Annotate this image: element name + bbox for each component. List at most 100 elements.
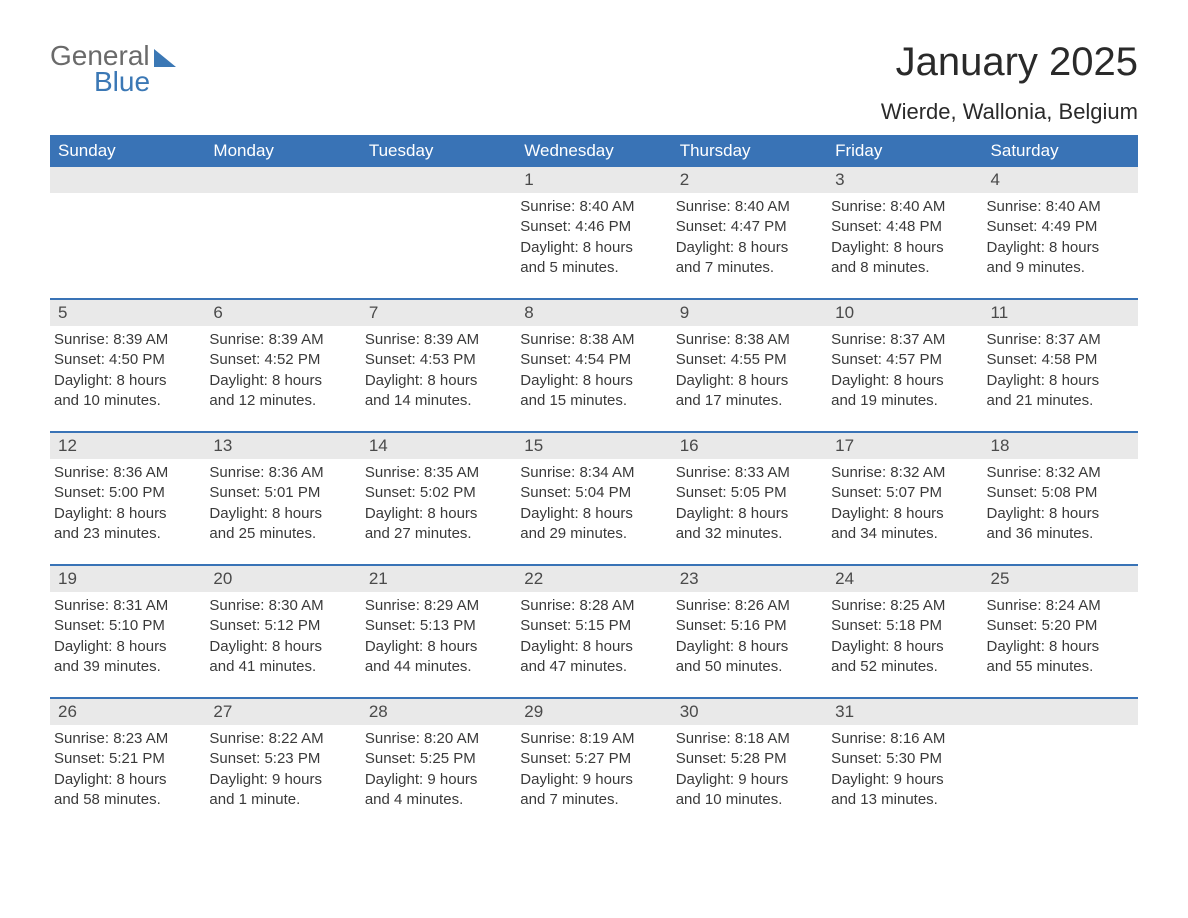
daylight-line1: Daylight: 8 hours: [987, 238, 1134, 258]
day-number: 31: [827, 699, 982, 725]
daylight-line2: and 29 minutes.: [520, 524, 667, 544]
daylight-line1: Daylight: 8 hours: [520, 504, 667, 524]
sunset-text: Sunset: 4:47 PM: [676, 217, 823, 237]
daylight-line2: and 10 minutes.: [676, 790, 823, 810]
sunrise-text: Sunrise: 8:28 AM: [520, 596, 667, 616]
day-number: 16: [672, 433, 827, 459]
daylight-line1: Daylight: 9 hours: [209, 770, 356, 790]
day-detail: Sunrise: 8:37 AMSunset: 4:57 PMDaylight:…: [827, 326, 982, 411]
sunset-text: Sunset: 5:08 PM: [987, 483, 1134, 503]
day-number: 23: [672, 566, 827, 592]
calendar-cell: 27Sunrise: 8:22 AMSunset: 5:23 PMDayligh…: [205, 699, 360, 830]
calendar-cell: [361, 167, 516, 298]
daylight-line1: Daylight: 8 hours: [209, 504, 356, 524]
header-saturday: Saturday: [983, 135, 1138, 167]
daylight-line2: and 19 minutes.: [831, 391, 978, 411]
sunrise-text: Sunrise: 8:19 AM: [520, 729, 667, 749]
sunrise-text: Sunrise: 8:39 AM: [365, 330, 512, 350]
daylight-line1: Daylight: 8 hours: [676, 637, 823, 657]
daylight-line1: Daylight: 9 hours: [365, 770, 512, 790]
calendar-cell: 20Sunrise: 8:30 AMSunset: 5:12 PMDayligh…: [205, 566, 360, 697]
daylight-line2: and 23 minutes.: [54, 524, 201, 544]
calendar-cell: 10Sunrise: 8:37 AMSunset: 4:57 PMDayligh…: [827, 300, 982, 431]
day-detail: Sunrise: 8:25 AMSunset: 5:18 PMDaylight:…: [827, 592, 982, 677]
daylight-line2: and 14 minutes.: [365, 391, 512, 411]
sunset-text: Sunset: 4:49 PM: [987, 217, 1134, 237]
calendar-cell: [205, 167, 360, 298]
calendar-cell: 1Sunrise: 8:40 AMSunset: 4:46 PMDaylight…: [516, 167, 671, 298]
calendar-cell: 30Sunrise: 8:18 AMSunset: 5:28 PMDayligh…: [672, 699, 827, 830]
daylight-line2: and 5 minutes.: [520, 258, 667, 278]
day-number: 24: [827, 566, 982, 592]
day-number: 15: [516, 433, 671, 459]
daylight-line1: Daylight: 8 hours: [676, 371, 823, 391]
calendar-week: 1Sunrise: 8:40 AMSunset: 4:46 PMDaylight…: [50, 167, 1138, 298]
day-number: 14: [361, 433, 516, 459]
day-detail: Sunrise: 8:39 AMSunset: 4:53 PMDaylight:…: [361, 326, 516, 411]
daylight-line2: and 50 minutes.: [676, 657, 823, 677]
sunset-text: Sunset: 5:27 PM: [520, 749, 667, 769]
sunrise-text: Sunrise: 8:30 AM: [209, 596, 356, 616]
day-detail: Sunrise: 8:38 AMSunset: 4:55 PMDaylight:…: [672, 326, 827, 411]
sunrise-text: Sunrise: 8:24 AM: [987, 596, 1134, 616]
sunrise-text: Sunrise: 8:39 AM: [54, 330, 201, 350]
sunset-text: Sunset: 4:54 PM: [520, 350, 667, 370]
daylight-line1: Daylight: 8 hours: [365, 637, 512, 657]
daylight-line1: Daylight: 8 hours: [831, 238, 978, 258]
daylight-line2: and 41 minutes.: [209, 657, 356, 677]
logo-blue: Blue: [94, 66, 150, 98]
sunrise-text: Sunrise: 8:16 AM: [831, 729, 978, 749]
calendar-week: 26Sunrise: 8:23 AMSunset: 5:21 PMDayligh…: [50, 697, 1138, 830]
sunset-text: Sunset: 4:55 PM: [676, 350, 823, 370]
sunrise-text: Sunrise: 8:26 AM: [676, 596, 823, 616]
calendar-cell: 17Sunrise: 8:32 AMSunset: 5:07 PMDayligh…: [827, 433, 982, 564]
page-title: January 2025: [881, 40, 1138, 85]
daylight-line2: and 25 minutes.: [209, 524, 356, 544]
day-detail: Sunrise: 8:18 AMSunset: 5:28 PMDaylight:…: [672, 725, 827, 810]
day-detail: Sunrise: 8:40 AMSunset: 4:48 PMDaylight:…: [827, 193, 982, 278]
day-number: 3: [827, 167, 982, 193]
calendar-cell: 28Sunrise: 8:20 AMSunset: 5:25 PMDayligh…: [361, 699, 516, 830]
calendar-cell: 25Sunrise: 8:24 AMSunset: 5:20 PMDayligh…: [983, 566, 1138, 697]
header-sunday: Sunday: [50, 135, 205, 167]
daylight-line1: Daylight: 8 hours: [520, 371, 667, 391]
daylight-line2: and 10 minutes.: [54, 391, 201, 411]
day-detail: Sunrise: 8:23 AMSunset: 5:21 PMDaylight:…: [50, 725, 205, 810]
daylight-line1: Daylight: 8 hours: [520, 238, 667, 258]
sunset-text: Sunset: 4:57 PM: [831, 350, 978, 370]
day-detail: Sunrise: 8:35 AMSunset: 5:02 PMDaylight:…: [361, 459, 516, 544]
daylight-line2: and 7 minutes.: [676, 258, 823, 278]
daylight-line2: and 9 minutes.: [987, 258, 1134, 278]
sunset-text: Sunset: 5:20 PM: [987, 616, 1134, 636]
day-number: 9: [672, 300, 827, 326]
header-wednesday: Wednesday: [516, 135, 671, 167]
day-number: 6: [205, 300, 360, 326]
calendar: Sunday Monday Tuesday Wednesday Thursday…: [50, 135, 1138, 830]
day-number: [983, 699, 1138, 725]
day-number: 30: [672, 699, 827, 725]
calendar-cell: [50, 167, 205, 298]
day-number: 4: [983, 167, 1138, 193]
daylight-line1: Daylight: 8 hours: [54, 770, 201, 790]
sunrise-text: Sunrise: 8:23 AM: [54, 729, 201, 749]
sunset-text: Sunset: 4:50 PM: [54, 350, 201, 370]
day-detail: [361, 193, 516, 273]
daylight-line2: and 21 minutes.: [987, 391, 1134, 411]
calendar-cell: 15Sunrise: 8:34 AMSunset: 5:04 PMDayligh…: [516, 433, 671, 564]
day-number: [50, 167, 205, 193]
sunset-text: Sunset: 4:52 PM: [209, 350, 356, 370]
calendar-cell: 8Sunrise: 8:38 AMSunset: 4:54 PMDaylight…: [516, 300, 671, 431]
sunrise-text: Sunrise: 8:34 AM: [520, 463, 667, 483]
sunrise-text: Sunrise: 8:36 AM: [54, 463, 201, 483]
sunrise-text: Sunrise: 8:35 AM: [365, 463, 512, 483]
calendar-week: 19Sunrise: 8:31 AMSunset: 5:10 PMDayligh…: [50, 564, 1138, 697]
day-number: 7: [361, 300, 516, 326]
day-detail: Sunrise: 8:34 AMSunset: 5:04 PMDaylight:…: [516, 459, 671, 544]
day-detail: Sunrise: 8:36 AMSunset: 5:00 PMDaylight:…: [50, 459, 205, 544]
daylight-line1: Daylight: 9 hours: [831, 770, 978, 790]
sunset-text: Sunset: 5:21 PM: [54, 749, 201, 769]
logo-sail-icon: [154, 49, 176, 67]
daylight-line2: and 36 minutes.: [987, 524, 1134, 544]
day-detail: Sunrise: 8:33 AMSunset: 5:05 PMDaylight:…: [672, 459, 827, 544]
sunset-text: Sunset: 5:23 PM: [209, 749, 356, 769]
